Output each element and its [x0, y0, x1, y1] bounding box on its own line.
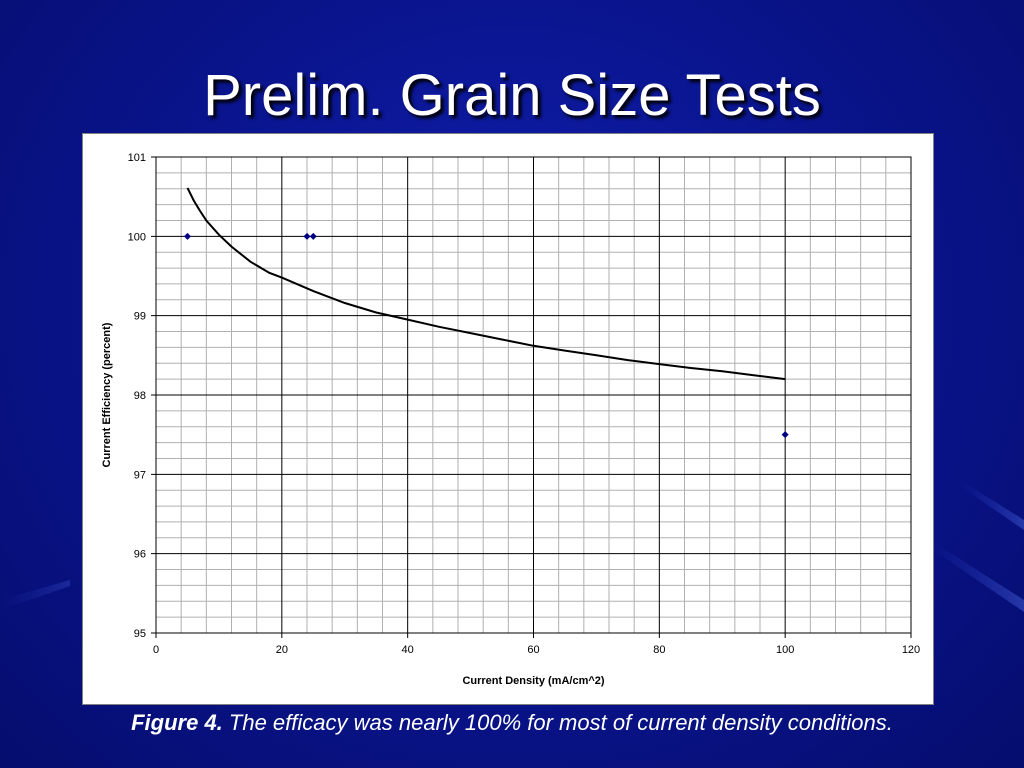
data-point-diamond: [781, 431, 789, 439]
caption-text: The efficacy was nearly 100% for most of…: [222, 710, 893, 735]
caption-label: Figure 4.: [131, 710, 223, 735]
y-tick-label: 100: [128, 231, 146, 243]
y-axis-title: Current Efficiency (percent): [101, 322, 113, 467]
x-tick-label: 0: [153, 644, 159, 656]
y-tick-labels: 95 96 97 98 99 100 101: [128, 152, 146, 640]
data-points: [183, 232, 789, 439]
data-point-diamond: [309, 232, 317, 240]
plot-area-frame: [155, 156, 912, 634]
x-tick-label: 40: [402, 644, 414, 656]
x-tick-label: 60: [527, 644, 539, 656]
x-tick-label: 80: [653, 644, 665, 656]
slide-title: Prelim. Grain Size Tests: [203, 63, 821, 128]
trendline-curve: [186, 187, 786, 381]
y-tick-label: 97: [134, 469, 146, 481]
y-tick-label: 98: [134, 390, 146, 402]
y-tick-label: 99: [134, 311, 146, 323]
data-point-diamond: [183, 232, 191, 240]
x-axis-title: Current Density (mA/cm^2): [462, 675, 604, 687]
x-tick-labels: 0 20 40 60 80 100 120: [153, 644, 920, 656]
chart-panel: 0 20 40 60 80 100 120 95 96 97 98 99 100 101 Current…: [82, 133, 934, 705]
scatter-chart: 0 20 40 60 80 100 120 95 96 97 98 99 100 101 Current…: [101, 152, 920, 687]
x-tick-label: 100: [776, 644, 794, 656]
y-tick-label: 101: [128, 152, 146, 164]
x-tick-label: 20: [276, 644, 288, 656]
y-tick-label: 96: [134, 549, 146, 561]
x-tick-label: 120: [902, 644, 920, 656]
data-point-diamond: [303, 232, 311, 240]
figure-caption: Figure 4. The efficacy was nearly 100% f…: [0, 706, 1024, 740]
major-gridlines: [151, 156, 912, 638]
y-tick-label: 95: [134, 628, 146, 640]
